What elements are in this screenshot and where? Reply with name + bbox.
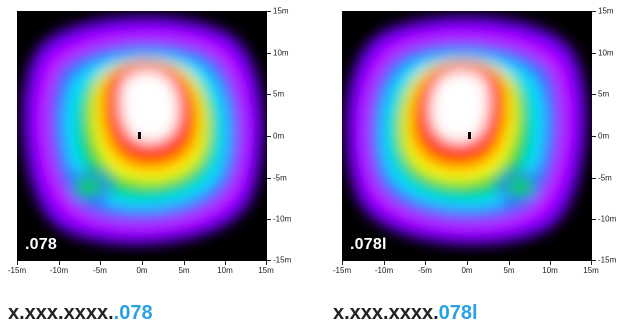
beam-pattern-panel-right: .078l -15m -10m -5m 0m 5m 10m 15m 15m 10…: [325, 0, 625, 332]
x-tick-label: 0m: [136, 266, 148, 275]
caption-suffix: 078l: [438, 302, 478, 324]
y-tick-label: 10m: [598, 48, 614, 58]
x-tick-label: 10m: [542, 266, 558, 275]
y-tick-label: 5m: [273, 89, 285, 99]
x-tick-label: 10m: [217, 266, 233, 275]
heatmap-graphic: [23, 16, 264, 245]
caption-prefix: x.xxx.xxxx.: [8, 302, 114, 324]
y-tick-label: -5m: [598, 173, 612, 183]
y-tick-label: 0m: [598, 131, 610, 141]
panel-caption: x.xxx.xxxx.078l: [333, 302, 478, 325]
y-tick-label: 5m: [598, 89, 610, 99]
plot-label: .078l: [350, 236, 387, 253]
y-tick-label: 10m: [273, 48, 289, 58]
x-tick-label: -15m: [332, 266, 352, 275]
y-tick-label: -10m: [273, 214, 292, 224]
source-marker: [138, 132, 141, 139]
x-tick-label: -10m: [374, 266, 394, 275]
y-tick-label: -10m: [598, 214, 617, 224]
y-tick-label: -15m: [273, 255, 292, 265]
x-tick-label: 15m: [583, 266, 599, 275]
beam-pattern-panel-left: .078 -15m -10m -5m 0m 5m 10m 15m 15m 10m…: [0, 0, 300, 332]
heatmap-graphic: [345, 16, 586, 245]
caption-prefix: x.xxx.xxxx.: [333, 302, 439, 324]
x-tick-label: 0m: [461, 266, 473, 275]
panel-caption: x.xxx.xxxx..078: [8, 302, 153, 325]
x-tick-label: -10m: [49, 266, 69, 275]
x-tick-label: 5m: [178, 266, 190, 275]
beam-pattern-plot: .078l: [342, 11, 592, 261]
y-tick-label: 0m: [273, 131, 285, 141]
x-tick-label: -15m: [7, 266, 27, 275]
y-tick-label: -5m: [273, 173, 287, 183]
y-tick-label: -15m: [598, 255, 617, 265]
plot-label: .078: [25, 236, 57, 253]
beam-pattern-plot: .078: [17, 11, 267, 261]
x-tick-label: 15m: [258, 266, 274, 275]
x-tick-label: -5m: [418, 266, 432, 275]
x-tick-label: 5m: [503, 266, 515, 275]
y-tick-label: 15m: [598, 6, 614, 16]
caption-suffix: .078: [113, 302, 153, 324]
y-tick-label: 15m: [273, 6, 289, 16]
x-tick-label: -5m: [93, 266, 107, 275]
